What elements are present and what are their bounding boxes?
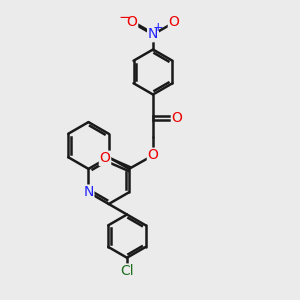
Text: O: O [172, 111, 182, 124]
Text: −: − [118, 10, 131, 25]
Text: Cl: Cl [120, 264, 134, 278]
Text: O: O [169, 16, 179, 29]
Text: +: + [152, 21, 163, 34]
Text: O: O [127, 16, 137, 29]
Text: N: N [83, 185, 94, 199]
Text: O: O [100, 152, 110, 165]
Text: N: N [148, 28, 158, 41]
Text: O: O [148, 148, 158, 162]
